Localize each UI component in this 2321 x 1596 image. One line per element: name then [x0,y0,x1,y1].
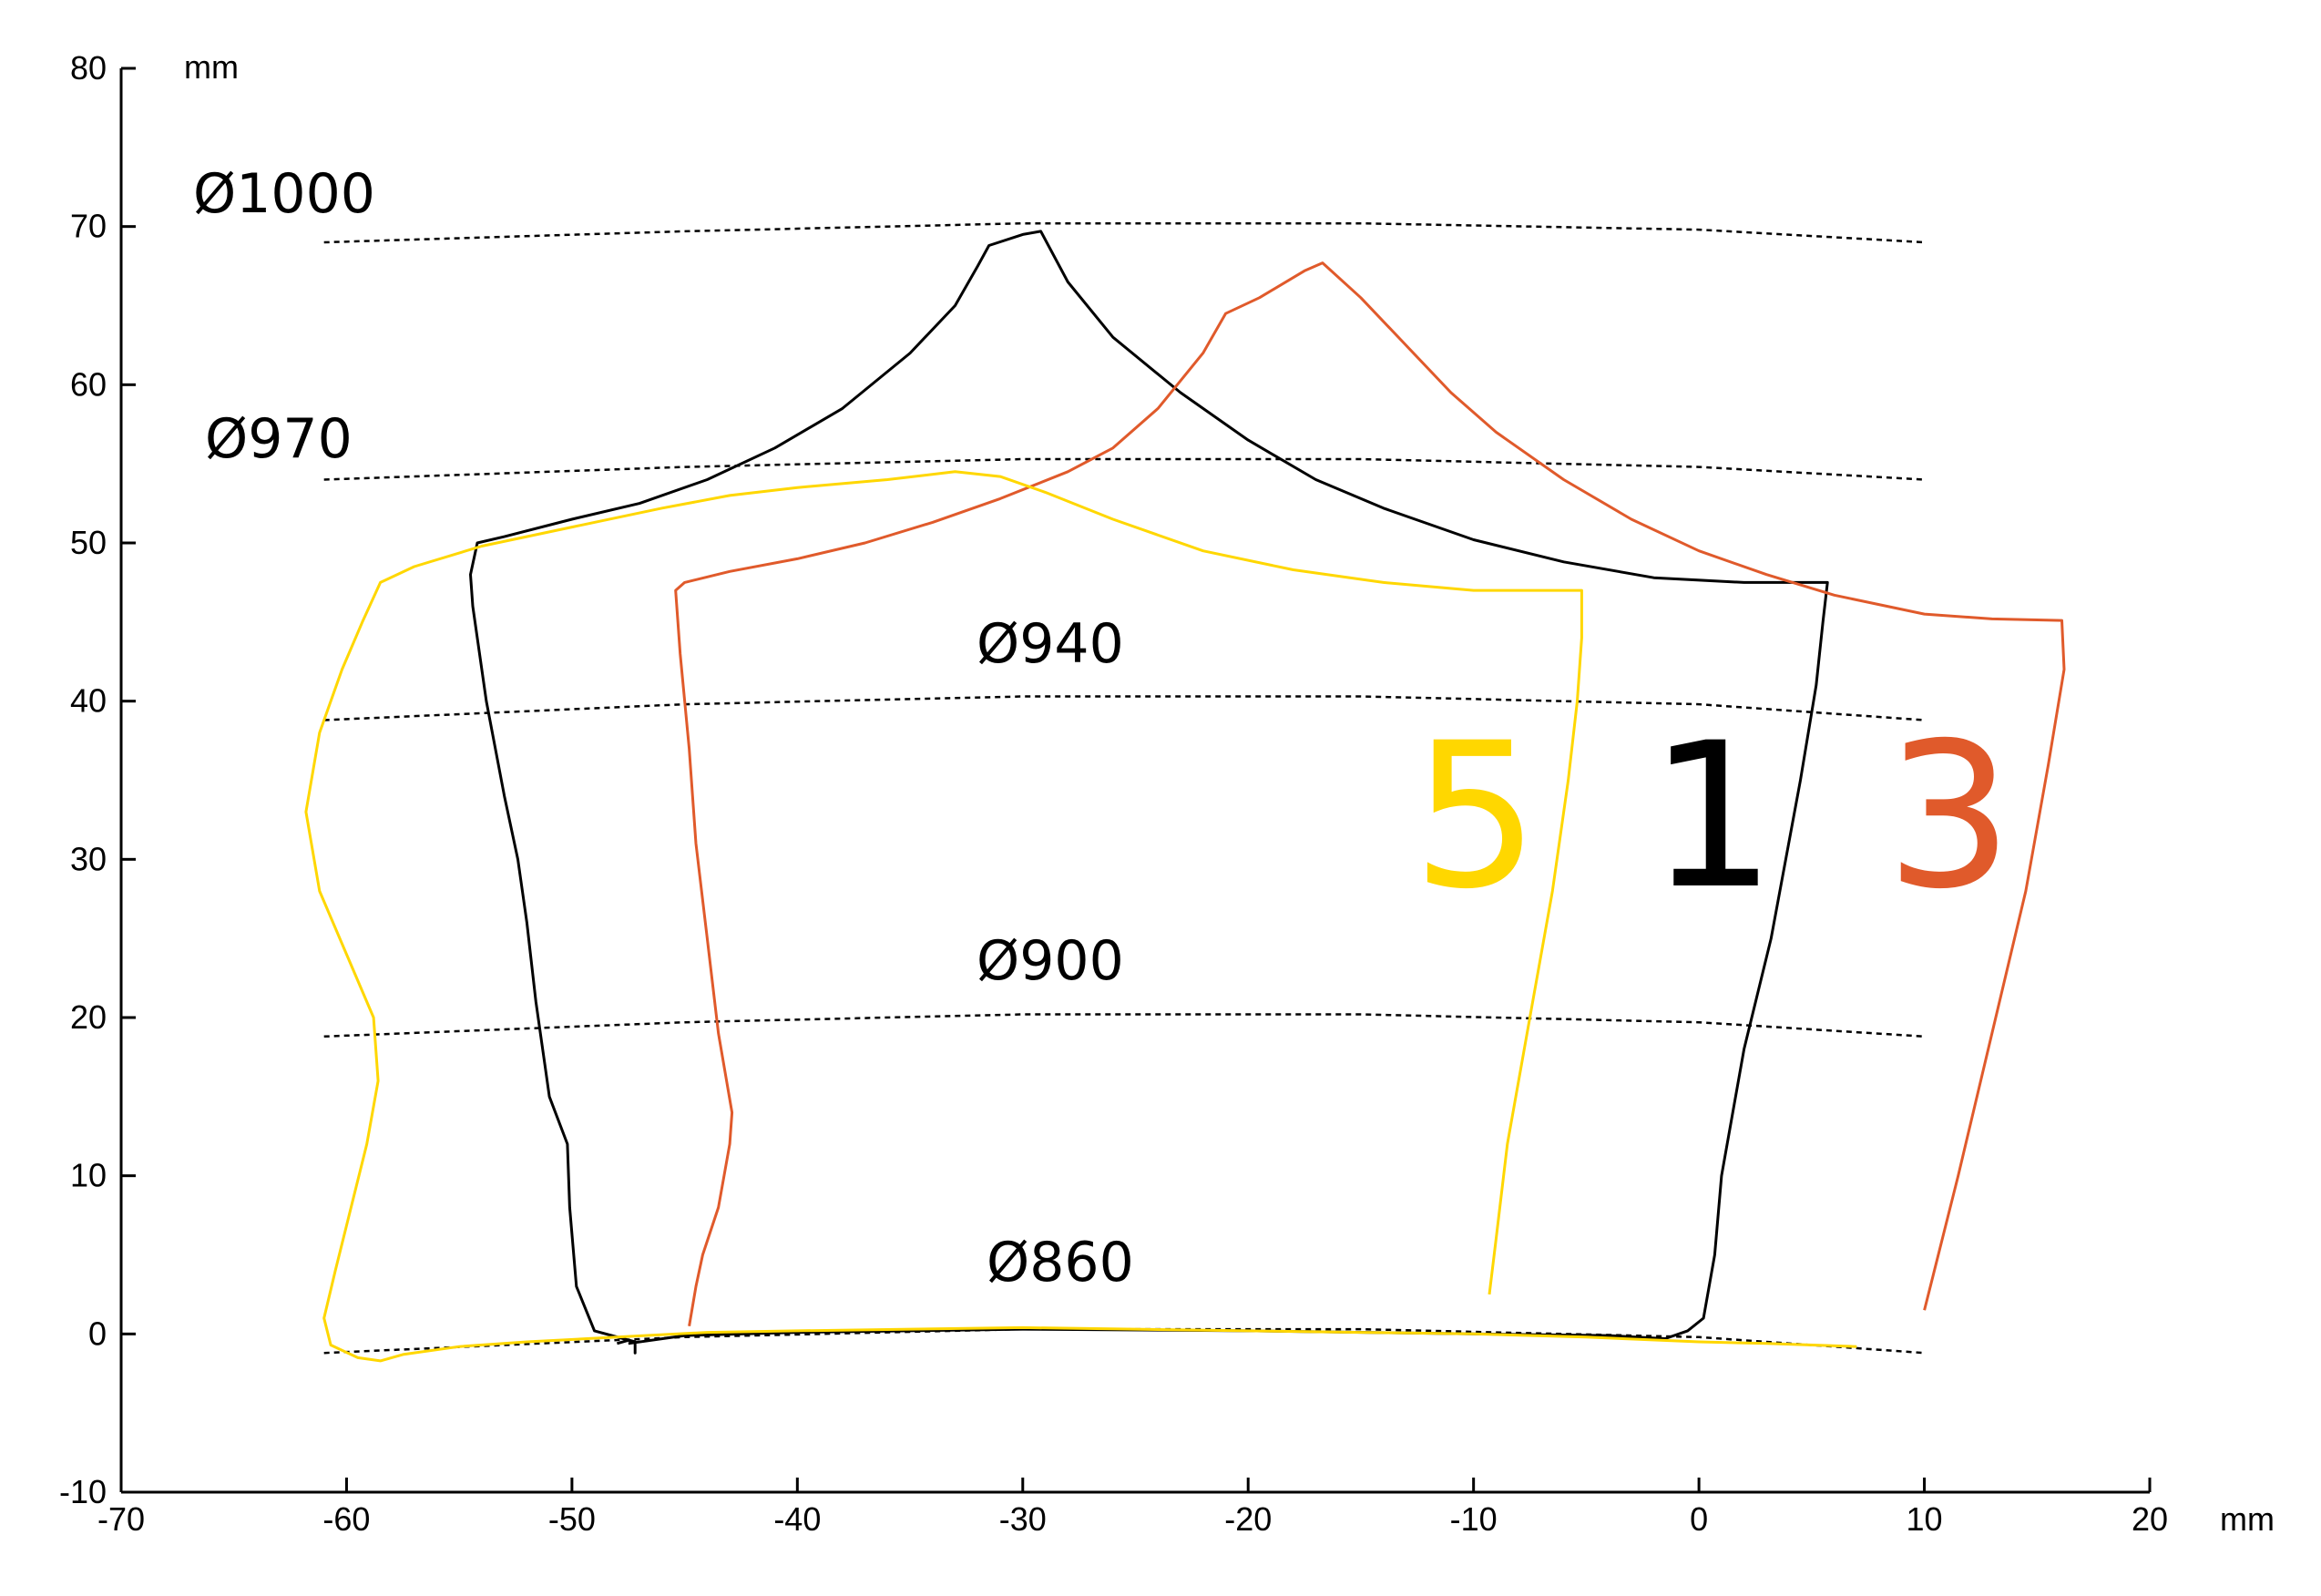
x-tick-label: -40 [773,1500,821,1538]
x-tick-label: -10 [1450,1500,1498,1538]
series-lines [304,230,2066,1363]
x-tick-label: -70 [97,1500,145,1538]
series-label-5: 5 [1412,700,1539,933]
ref-label-d860: Ø860 [987,1231,1134,1294]
reference-line-2 [323,695,1925,721]
y-tick-label: 60 [70,365,107,403]
y-tick-label: -10 [59,1473,107,1510]
x-unit-label: mm [2220,1500,2275,1538]
series-line-5 [304,470,1857,1363]
series-label-3: 3 [1886,700,2013,933]
x-tick-label: -20 [1224,1500,1272,1538]
y-tick-label: 50 [70,524,107,561]
y-tick-label: 20 [70,998,107,1036]
y-tick-label: 70 [70,208,107,245]
reference-line-1 [323,457,1925,481]
reference-line-3 [323,1013,1925,1038]
y-tick-label: 40 [70,682,107,720]
series-label-1: 1 [1649,700,1776,933]
x-tick-label: 0 [1690,1500,1708,1538]
ref-label-d940: Ø940 [976,612,1124,676]
ref-label-d970: Ø970 [205,407,353,471]
y-tick-label: 30 [70,840,107,877]
x-tick-label: 20 [2132,1500,2168,1538]
ref-label-d900: Ø900 [976,929,1124,993]
x-tick-label: -30 [999,1500,1047,1538]
ref-label-d1000: Ø1000 [193,162,375,226]
y-unit-label: mm [184,48,239,86]
x-tick-label: -60 [322,1500,370,1538]
y-tick-label: 10 [70,1157,107,1194]
ticks [119,66,2152,1494]
reference-line-0 [323,221,1925,244]
series-labels: 5 1 3 [1412,700,2013,933]
series-line-3 [674,261,2066,1326]
series-line-1 [469,230,1829,1355]
axes [119,68,2150,1494]
reference-labels: Ø1000 Ø970 Ø940 Ø900 Ø860 [193,162,1134,1294]
y-tick-label: 0 [88,1315,107,1352]
reference-lines [323,221,1925,1355]
tick-labels: -70 -60 -50 -40 -30 -20 -10 0 10 20 -10 0 10 20 30 40 50… [59,49,2168,1538]
x-tick-label: -50 [548,1500,596,1538]
y-tick-label: 80 [70,49,107,87]
x-tick-label: 10 [1907,1500,1943,1538]
